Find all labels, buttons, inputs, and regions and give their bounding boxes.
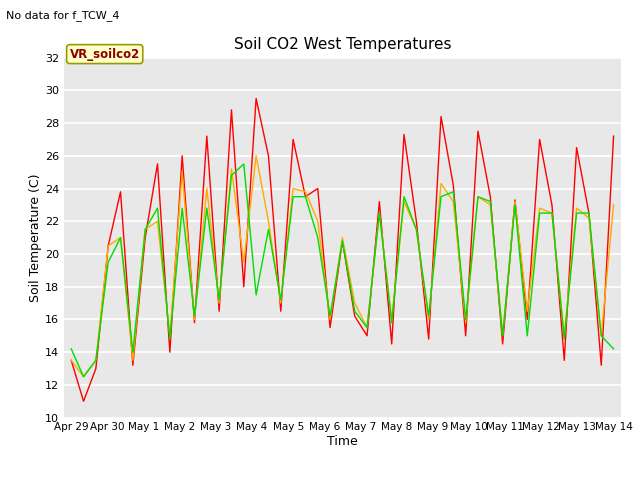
Y-axis label: Soil Temperature (C): Soil Temperature (C) [29, 173, 42, 302]
Text: VR_soilco2: VR_soilco2 [70, 48, 140, 60]
Title: Soil CO2 West Temperatures: Soil CO2 West Temperatures [234, 37, 451, 52]
Text: No data for f_TCW_4: No data for f_TCW_4 [6, 10, 120, 21]
X-axis label: Time: Time [327, 435, 358, 448]
